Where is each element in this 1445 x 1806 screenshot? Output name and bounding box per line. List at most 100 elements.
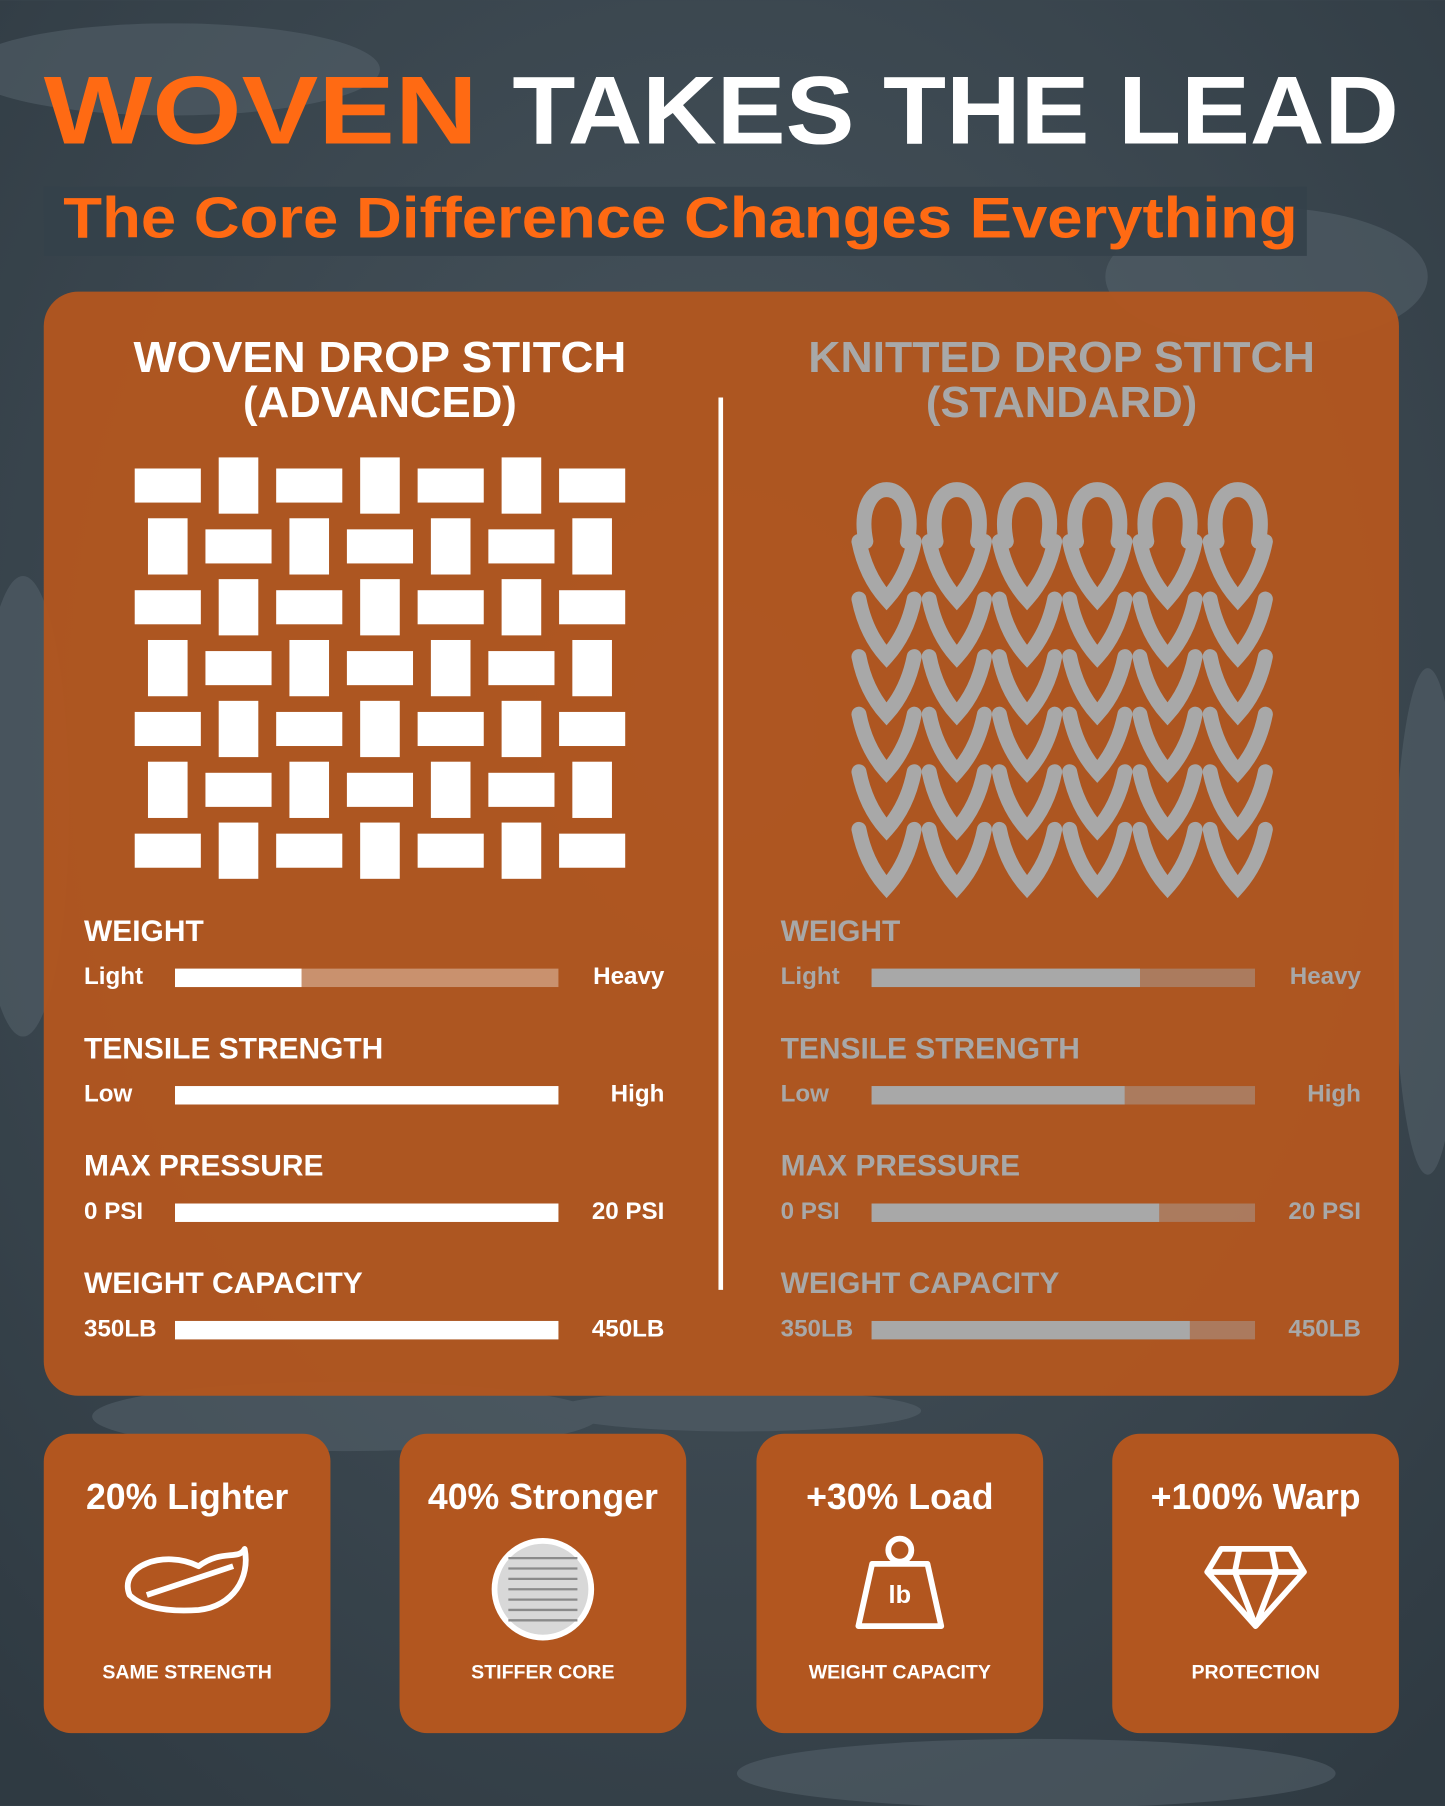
weave-strip	[346, 651, 414, 686]
weave-strip	[276, 833, 343, 868]
knit-stitch	[1202, 533, 1273, 611]
bar-fill	[175, 1320, 559, 1340]
title-rest: TAKES THE LEAD	[512, 56, 1399, 164]
bar-fill	[871, 1203, 1160, 1222]
weave-strip	[501, 700, 542, 758]
knitted-pattern	[851, 482, 1273, 899]
metric-name: TENSILE STRENGTH	[84, 1032, 383, 1065]
weave-strip	[417, 711, 484, 747]
bar-fill	[175, 1203, 559, 1222]
diamond-icon	[1204, 1546, 1307, 1629]
bar-fill	[871, 968, 1140, 988]
icon-label: lb	[889, 1581, 912, 1609]
metric-low-label: Low	[781, 1081, 830, 1108]
metric-high-label: 450LB	[1288, 1316, 1361, 1343]
weave-strip	[417, 468, 484, 503]
weave-strip	[417, 590, 484, 625]
title-highlight: WOVEN	[44, 56, 478, 164]
metric-low-label: Light	[84, 963, 143, 990]
metric-name: WEIGHT CAPACITY	[781, 1267, 1060, 1300]
knit-stitch	[921, 533, 992, 611]
feature-card	[1112, 1433, 1399, 1734]
weave-strip	[289, 639, 330, 697]
column-subheading: (STANDARD)	[926, 378, 1197, 427]
metric-low-label: 350LB	[781, 1316, 854, 1343]
weave-strip	[501, 457, 542, 514]
knit-stitch	[1132, 821, 1203, 899]
knit-stitch	[1132, 533, 1203, 611]
knit-stitch	[1132, 649, 1203, 726]
weave-strip	[289, 518, 330, 575]
knit-stitch	[851, 533, 922, 611]
weave-strip	[346, 529, 414, 564]
knit-stitch	[1202, 821, 1273, 899]
weave-strip	[360, 457, 400, 514]
woven-pattern	[134, 457, 626, 879]
knit-stitch	[1202, 764, 1273, 841]
weave-strip	[218, 822, 259, 879]
knit-stitch	[1062, 533, 1133, 611]
metric-high-label: 450LB	[592, 1316, 665, 1343]
knit-stitch	[991, 764, 1063, 841]
card-icon	[1204, 1546, 1307, 1629]
weave-strip	[134, 468, 201, 503]
knit-stitch	[1062, 821, 1133, 899]
knit-stitch	[1062, 764, 1133, 841]
metric-name: TENSILE STRENGTH	[781, 1032, 1080, 1065]
metric-name: WEIGHT	[84, 915, 204, 948]
knit-loop	[997, 482, 1057, 549]
weave-strip	[360, 579, 400, 636]
weave-strip	[360, 700, 400, 758]
knit-stitch	[1132, 706, 1203, 783]
weave-strip	[488, 651, 555, 686]
feature-card	[756, 1433, 1044, 1734]
weave-strip	[134, 590, 201, 625]
weave-strip	[134, 711, 201, 747]
card-icon	[855, 1535, 945, 1629]
weave-strip	[501, 822, 542, 879]
knit-stitch	[851, 649, 922, 726]
card-icon	[491, 1537, 595, 1641]
knit-stitch	[921, 821, 992, 899]
knit-stitch	[921, 591, 992, 668]
bar-fill	[175, 1086, 559, 1105]
metric-high-label: 20 PSI	[592, 1198, 665, 1225]
weave-strip	[276, 468, 343, 503]
knit-stitch	[851, 764, 922, 841]
card-caption: STIFFER CORE	[471, 1661, 614, 1683]
knit-stitch	[1202, 591, 1273, 668]
metric-name: MAX PRESSURE	[781, 1150, 1020, 1183]
knit-stitch	[921, 764, 992, 841]
knit-stitch	[991, 649, 1063, 726]
weave-strip	[572, 639, 612, 697]
weave-strip	[559, 590, 626, 625]
weave-strip	[430, 761, 471, 818]
knit-stitch	[921, 649, 992, 726]
card-title: +30% Load	[806, 1477, 993, 1517]
knit-stitch	[1202, 649, 1273, 726]
leaf-icon	[124, 1546, 249, 1614]
weave-strip	[147, 639, 188, 697]
metric-low-label: 350LB	[84, 1316, 157, 1343]
knit-stitch	[1202, 706, 1273, 783]
card-caption: SAME STRENGTH	[102, 1661, 272, 1683]
weave-strip	[218, 700, 259, 758]
card-title: +100% Warp	[1151, 1477, 1361, 1517]
weave-strip	[205, 772, 272, 807]
weave-strip	[147, 518, 188, 575]
column-subheading: (ADVANCED)	[243, 378, 517, 427]
knit-stitch	[1062, 706, 1133, 783]
knit-stitch	[1062, 591, 1133, 668]
column-heading: KNITTED DROP STITCH	[808, 333, 1315, 382]
bar-fill	[871, 1320, 1190, 1340]
knit-stitch	[991, 706, 1063, 783]
card-title: 40% Stronger	[428, 1477, 658, 1517]
metric-low-label: 0 PSI	[84, 1198, 143, 1225]
weave-strip	[289, 761, 330, 818]
metric-high-label: High	[1307, 1081, 1361, 1108]
card-title: 20% Lighter	[86, 1477, 288, 1517]
knit-stitch	[851, 821, 922, 899]
weave-strip	[205, 529, 272, 564]
knit-stitch	[991, 821, 1063, 899]
